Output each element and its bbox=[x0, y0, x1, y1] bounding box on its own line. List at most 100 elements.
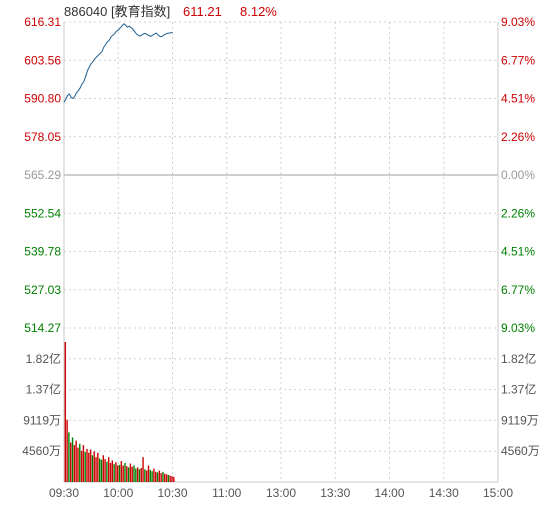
volume-bar bbox=[165, 474, 168, 482]
volume-bar bbox=[133, 465, 135, 482]
volume-bar bbox=[138, 469, 141, 482]
time-tick-label: 09:30 bbox=[49, 486, 79, 500]
index-code: 886040 bbox=[64, 4, 107, 19]
volume-bar bbox=[77, 447, 79, 482]
volume-bar bbox=[79, 443, 81, 482]
percent-tick-label: 6.77% bbox=[501, 53, 535, 67]
change-percent: 8.12% bbox=[240, 4, 277, 19]
price-tick-label: 527.03 bbox=[24, 283, 61, 297]
volume-bar bbox=[113, 464, 115, 482]
volume-bar bbox=[122, 465, 124, 482]
volume-tick-label-right: 1.82亿 bbox=[501, 351, 536, 366]
time-tick-label: 14:30 bbox=[429, 486, 459, 500]
time-tick-label: 13:00 bbox=[266, 486, 296, 500]
volume-bar bbox=[167, 475, 170, 482]
volume-bar bbox=[144, 469, 146, 482]
volume-bar bbox=[71, 437, 74, 482]
volume-bar bbox=[88, 452, 90, 482]
percent-tick-label: 4.51% bbox=[501, 92, 535, 106]
volume-bar bbox=[93, 451, 95, 482]
price-series-line bbox=[63, 23, 173, 103]
volume-bar bbox=[75, 440, 77, 482]
grid-lines bbox=[63, 21, 499, 483]
volume-bar bbox=[98, 458, 101, 482]
volume-bar bbox=[89, 449, 92, 482]
volume-bar bbox=[135, 468, 137, 482]
volume-bar bbox=[106, 461, 108, 482]
volume-tick-label-right: 4560万 bbox=[501, 444, 540, 458]
price-tick-label: 603.56 bbox=[24, 53, 61, 67]
volume-bar bbox=[117, 465, 119, 482]
volume-tick-label: 9119万 bbox=[23, 413, 61, 427]
volume-bar bbox=[124, 462, 126, 482]
volume-bar bbox=[153, 468, 155, 482]
price-line bbox=[63, 23, 173, 103]
volume-bar bbox=[97, 452, 99, 482]
time-tick-label: 14:00 bbox=[374, 486, 404, 500]
volume-bar bbox=[86, 448, 88, 482]
volume-bars bbox=[64, 342, 175, 482]
volume-bar bbox=[66, 419, 68, 482]
volume-bar bbox=[136, 467, 139, 482]
volume-bar bbox=[147, 465, 150, 482]
axis-labels: 616.31 9.03% 603.56 6.77% 590.80 4.51% 578.05 2… bbox=[22, 15, 539, 500]
volume-bar bbox=[111, 460, 114, 482]
time-tick-label: 11:00 bbox=[212, 486, 241, 500]
volume-bar bbox=[173, 476, 175, 482]
percent-tick-label: 9.03% bbox=[501, 321, 535, 335]
volume-bar bbox=[160, 473, 162, 482]
percent-tick-label: 2.26% bbox=[501, 130, 535, 144]
volume-bar bbox=[108, 457, 110, 482]
volume-bar bbox=[156, 472, 159, 482]
volume-bar bbox=[162, 471, 164, 482]
percent-tick-label: 6.77% bbox=[501, 283, 535, 297]
volume-tick-label-right: 1.37亿 bbox=[501, 382, 536, 397]
price-tick-label: 565.29 bbox=[24, 168, 61, 182]
volume-bar bbox=[129, 463, 132, 482]
volume-bar bbox=[151, 471, 153, 482]
price-tick-label: 578.05 bbox=[24, 130, 61, 144]
volume-bar bbox=[64, 342, 66, 482]
current-price: 611.21 bbox=[183, 4, 222, 19]
volume-bar bbox=[171, 476, 173, 482]
volume-bar bbox=[104, 459, 106, 482]
volume-bar bbox=[169, 475, 171, 482]
percent-tick-label: 0.00% bbox=[501, 168, 535, 182]
volume-bar bbox=[155, 471, 157, 482]
volume-bar bbox=[140, 468, 142, 482]
volume-bar bbox=[126, 466, 128, 482]
volume-bar bbox=[131, 466, 133, 482]
volume-tick-label: 4560万 bbox=[22, 444, 61, 458]
time-tick-label: 13:30 bbox=[320, 486, 350, 500]
volume-bar bbox=[73, 445, 76, 482]
price-tick-label: 552.54 bbox=[24, 206, 61, 220]
volume-bar bbox=[68, 432, 70, 482]
volume-bar bbox=[102, 455, 104, 482]
volume-bar bbox=[109, 462, 112, 482]
volume-bar bbox=[82, 445, 85, 482]
volume-bar bbox=[118, 464, 121, 482]
percent-tick-label: 9.03% bbox=[501, 15, 535, 29]
price-tick-label: 539.78 bbox=[24, 245, 61, 259]
price-tick-label: 590.80 bbox=[24, 92, 61, 106]
volume-bar bbox=[80, 450, 83, 482]
volume-bar bbox=[70, 442, 72, 482]
volume-tick-label-right: 9119万 bbox=[501, 413, 539, 427]
time-tick-label: 10:00 bbox=[103, 486, 133, 500]
time-tick-label: 10:30 bbox=[157, 486, 187, 500]
volume-tick-label: 1.37亿 bbox=[26, 382, 61, 397]
volume-bar bbox=[115, 462, 117, 482]
volume-bar bbox=[84, 452, 86, 482]
volume-bar bbox=[100, 459, 103, 482]
volume-bar bbox=[95, 457, 97, 482]
volume-bar bbox=[127, 467, 130, 482]
volume-bar bbox=[145, 470, 148, 482]
volume-bar bbox=[149, 469, 151, 482]
volume-bar bbox=[164, 473, 166, 482]
price-tick-label: 514.27 bbox=[24, 321, 61, 335]
volume-bar bbox=[142, 457, 144, 482]
volume-tick-label: 1.82亿 bbox=[26, 351, 61, 366]
volume-bar bbox=[91, 455, 94, 482]
